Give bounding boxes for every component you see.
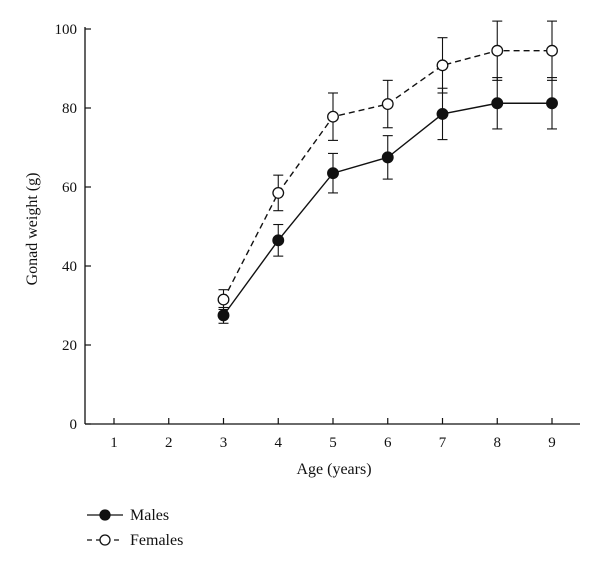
x-tick-label: 2 xyxy=(165,435,173,451)
y-tick-label: 80 xyxy=(62,101,77,117)
x-tick-label: 8 xyxy=(494,435,502,451)
data-point xyxy=(436,59,449,72)
data-point xyxy=(327,167,339,180)
x-axis-label: Age (years) xyxy=(296,461,371,478)
data-point xyxy=(546,44,558,57)
x-tick-label: 4 xyxy=(275,435,283,451)
data-point xyxy=(381,98,394,111)
data-point xyxy=(491,44,504,57)
series-females xyxy=(217,20,558,311)
x-tick-label: 7 xyxy=(439,435,447,451)
y-tick-label: 20 xyxy=(62,338,77,354)
x-tick-label: 3 xyxy=(220,435,228,451)
data-point xyxy=(381,151,394,164)
legend-marker xyxy=(99,534,111,546)
series-line-males xyxy=(222,102,552,316)
data-point xyxy=(546,97,558,110)
axes: 0 20 40 60 80 100 1 2 3 4 5 6 7 8 9 xyxy=(55,22,580,451)
plot-area xyxy=(217,20,558,324)
y-tick-label: 40 xyxy=(62,259,77,275)
x-tick-label: 5 xyxy=(329,435,337,451)
data-point xyxy=(272,186,285,199)
x-ticks: 1 2 3 4 5 6 7 8 9 xyxy=(110,418,556,451)
data-point xyxy=(217,309,230,322)
x-tick-label: 1 xyxy=(110,435,118,451)
y-ticks: 0 20 40 60 80 100 xyxy=(55,22,91,433)
legend-marker xyxy=(99,509,111,521)
data-point xyxy=(272,234,285,247)
data-point xyxy=(217,293,230,306)
legend-label: Males xyxy=(130,507,169,524)
x-tick-label: 6 xyxy=(384,435,392,451)
legend: Males Females xyxy=(87,507,183,549)
y-tick-label: 60 xyxy=(62,180,77,196)
legend-item-females: Females xyxy=(87,532,183,549)
data-point xyxy=(436,107,449,120)
y-tick-label: 100 xyxy=(55,22,78,38)
series-males xyxy=(217,77,558,324)
x-tick-label: 9 xyxy=(548,435,556,451)
legend-item-males: Males xyxy=(87,507,169,524)
data-point xyxy=(491,97,504,110)
legend-label: Females xyxy=(130,532,183,549)
data-point xyxy=(327,110,339,123)
y-tick-label: 0 xyxy=(70,417,78,433)
y-axis-label: Gonad weight (g) xyxy=(24,173,41,286)
